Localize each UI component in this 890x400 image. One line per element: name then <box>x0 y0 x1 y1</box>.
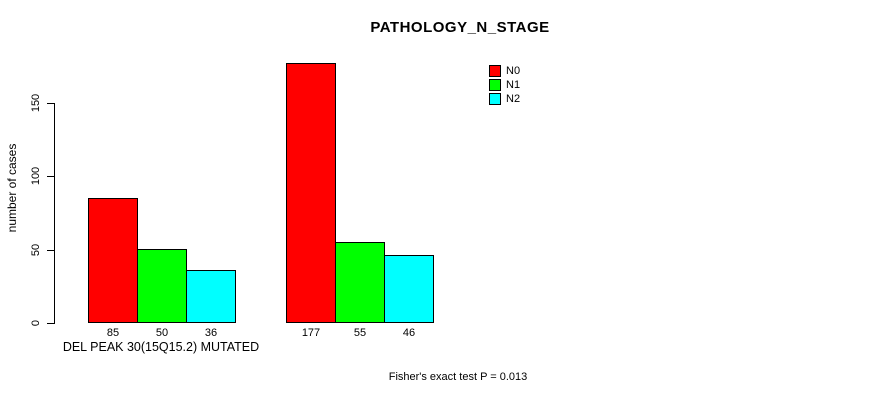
bar-n1-group2 <box>335 242 385 323</box>
bar-n2-group1 <box>186 270 236 323</box>
legend: N0 N1 N2 <box>489 65 520 107</box>
legend-swatch-n2 <box>489 93 501 105</box>
bar-value-label: 55 <box>353 327 367 339</box>
x-axis-group-label: DEL PEAK 30(15Q15.2) MUTATED <box>62 340 260 354</box>
legend-label-n1: N1 <box>506 79 521 91</box>
bar-value-label: 46 <box>402 327 416 339</box>
legend-label-n2: N2 <box>506 93 521 105</box>
legend-swatch-n1 <box>489 79 501 91</box>
y-axis-tick <box>47 250 54 251</box>
bar-n0-group2 <box>286 63 336 323</box>
y-axis-tick-label: 50 <box>30 243 42 257</box>
bar-n1-group1 <box>137 249 187 323</box>
bar-value-label: 85 <box>106 327 120 339</box>
y-axis-tick <box>47 176 54 177</box>
y-axis-tick-label: 150 <box>30 93 42 113</box>
fisher-test-note: Fisher's exact test P = 0.013 <box>388 371 528 383</box>
y-axis-line <box>54 103 55 324</box>
bar-n0-group1 <box>88 198 138 323</box>
y-axis-tick <box>47 103 54 104</box>
y-axis-tick <box>47 323 54 324</box>
legend-swatch-n0 <box>489 65 501 77</box>
y-axis-tick-label: 100 <box>30 166 42 186</box>
chart-title: PATHOLOGY_N_STAGE <box>370 19 550 36</box>
y-axis-tick-label: 0 <box>30 319 42 327</box>
legend-item-n2: N2 <box>489 93 520 105</box>
legend-item-n1: N1 <box>489 79 520 91</box>
bar-value-label: 50 <box>155 327 169 339</box>
legend-label-n0: N0 <box>506 65 521 77</box>
legend-item-n0: N0 <box>489 65 520 77</box>
bar-value-label: 36 <box>204 327 218 339</box>
bar-value-label: 177 <box>301 327 321 339</box>
y-axis-label: number of cases <box>5 143 19 233</box>
bar-n2-group2 <box>384 255 434 323</box>
